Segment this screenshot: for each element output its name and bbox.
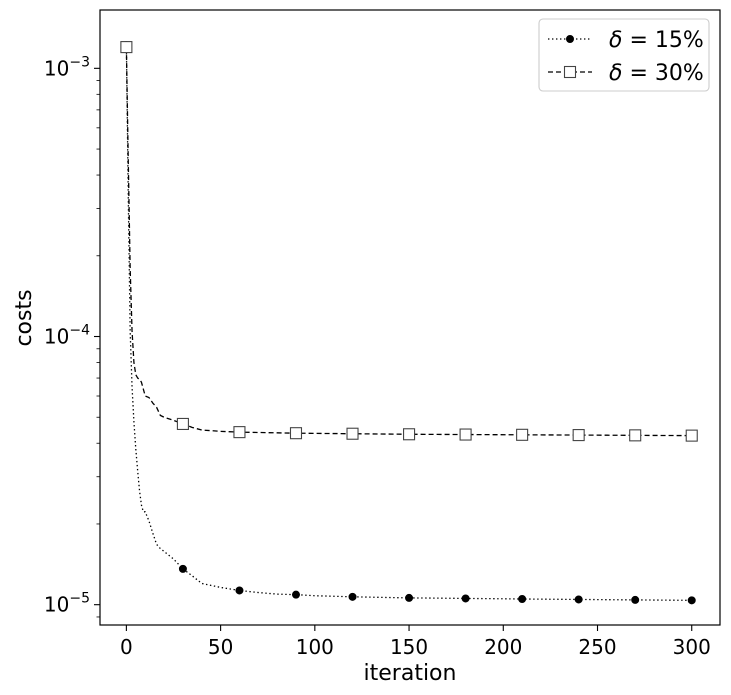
x-tick-label: 150	[390, 635, 428, 659]
plot-frame	[99, 9, 721, 626]
series-1-marker	[574, 595, 583, 604]
legend: δ = 15% δ = 30%	[538, 18, 710, 92]
series-1-marker	[518, 595, 527, 604]
ticks-layer: 0 50 100 150 200 250 300 10−5 10−4 10−3	[44, 54, 711, 659]
legend-entry-2: δ = 30%	[548, 61, 704, 86]
series-1-marker	[291, 590, 300, 599]
series-1-marker	[235, 586, 244, 595]
y-tick-label: 10−4	[44, 323, 90, 349]
series-2-marker	[346, 427, 359, 440]
x-tick-label: 300	[673, 635, 711, 659]
series-2-marker	[120, 41, 133, 54]
y-axis-title: costs	[12, 289, 37, 346]
x-tick-label: 200	[484, 635, 522, 659]
series-1	[122, 41, 696, 605]
series-1-marker	[461, 594, 470, 603]
legend-box	[538, 18, 710, 92]
series-2-marker	[572, 429, 585, 442]
series-1-marker	[348, 592, 357, 601]
series-2	[120, 41, 698, 442]
x-tick-label: 250	[578, 635, 616, 659]
legend-label-2: δ = 30%	[609, 61, 704, 86]
series-line-1	[125, 45, 692, 601]
series-2-marker	[176, 417, 189, 431]
legend-label-1: δ = 15%	[609, 28, 704, 53]
legend-entry-1: δ = 15%	[548, 28, 704, 53]
x-tick-label: 0	[120, 635, 133, 659]
series-layer	[120, 41, 698, 605]
legend-marker-1	[566, 35, 575, 44]
series-2-marker	[685, 429, 698, 442]
series-2-marker	[459, 428, 472, 441]
series-2-marker	[403, 428, 416, 441]
y-tick-label: 10−3	[44, 54, 90, 80]
y-tick-label: 10−5	[44, 591, 90, 617]
series-1-marker	[178, 564, 187, 573]
series-2-marker	[289, 427, 303, 440]
series-1-marker	[631, 595, 640, 604]
series-2-marker	[629, 429, 642, 442]
series-1-marker	[405, 593, 414, 602]
series-1-marker	[687, 596, 696, 605]
series-2-marker	[516, 428, 529, 441]
series-line-2	[125, 47, 692, 437]
x-axis-title: iteration	[364, 661, 457, 686]
x-tick-label: 50	[208, 635, 233, 659]
series-2-marker	[233, 426, 246, 439]
legend-marker-2	[563, 65, 577, 79]
x-tick-label: 100	[296, 635, 334, 659]
